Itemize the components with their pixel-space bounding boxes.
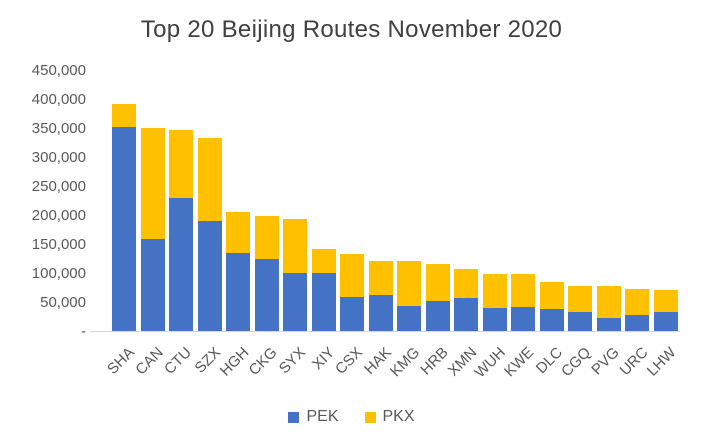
bar-segment-pkx-hak — [368, 260, 393, 295]
bar-segment-pkx-syx — [283, 219, 308, 274]
bar-segment-pkx-cgq — [568, 285, 593, 312]
bar-segment-pkx-dlc — [539, 281, 564, 309]
x-axis-tick-label: CSX — [332, 344, 367, 378]
y-axis-tick-label: 400,000 — [31, 90, 86, 108]
bar-segment-pkx-can — [140, 128, 165, 239]
bar-segment-pek-szx — [197, 221, 222, 331]
x-axis-tick-label: CTU — [161, 344, 196, 378]
bar-segment-pek-kmg — [397, 305, 422, 331]
bar-segment-pek-pvg — [596, 317, 621, 331]
legend: PEK PKX — [0, 408, 703, 426]
bar-segment-pek-can — [140, 238, 165, 331]
x-axis-tick-label: URC — [616, 344, 652, 380]
x-axis-tick-label: XIY — [308, 344, 338, 374]
bar-segment-pkx-hrb — [425, 263, 450, 302]
bar-segment-pek-hgh — [226, 252, 251, 331]
bar-segment-pek-ctu — [169, 197, 194, 331]
bar-segment-pek-csx — [340, 296, 365, 331]
legend-label-pek: PEK — [306, 408, 339, 425]
y-axis-tick-label: 450,000 — [31, 62, 86, 79]
x-axis-tick-label: LHW — [644, 344, 680, 380]
bar-segment-pek-sha — [112, 127, 137, 331]
bar-segment-pkx-hgh — [226, 212, 251, 253]
bar-segment-pek-wuh — [482, 308, 507, 331]
bar-segment-pek-xmn — [454, 298, 479, 331]
legend-swatch-pek-icon — [288, 411, 300, 423]
bar-segment-pkx-ctu — [169, 129, 194, 198]
bar-segment-pek-syx — [283, 273, 308, 331]
bar-segment-pek-urc — [625, 314, 650, 331]
y-axis-tick-label: 100,000 — [31, 264, 86, 282]
y-axis-tick-label: 200,000 — [31, 206, 86, 224]
x-axis-tick-label: SZX — [191, 344, 224, 377]
x-axis-tick-label: CGQ — [558, 344, 595, 381]
x-axis-tick-label: HAK — [360, 344, 395, 378]
bar-segment-pkx-xiy — [311, 248, 336, 274]
x-axis-tick-label: KWE — [501, 344, 538, 381]
x-axis-tick-label: CKG — [245, 344, 281, 380]
y-axis-tick-label: 300,000 — [31, 148, 86, 166]
x-axis-tick-label: CAN — [132, 344, 167, 379]
bar-segment-pek-hak — [368, 294, 393, 331]
bar-segment-pkx-csx — [340, 254, 365, 297]
bar-segment-pkx-pvg — [596, 286, 621, 318]
legend-label-pkx: PKX — [382, 408, 415, 425]
bar-segment-pkx-kwe — [511, 274, 536, 308]
y-axis-tick-label: 250,000 — [31, 177, 86, 195]
bar-segment-pek-xiy — [311, 273, 336, 331]
bar-segment-pkx-wuh — [482, 273, 507, 309]
bar-segment-pek-cgq — [568, 311, 593, 331]
bar-segment-pkx-kmg — [397, 260, 422, 306]
x-axis-tick-label: SYX — [276, 344, 310, 378]
x-axis-tick-label: XMN — [444, 344, 481, 380]
x-axis-tick-label: KMG — [387, 344, 424, 381]
bar-segment-pek-hrb — [425, 301, 450, 331]
legend-item-pkx: PKX — [364, 408, 415, 426]
y-axis-tick-label: - — [81, 322, 86, 340]
x-axis-tick-label: SHA — [104, 344, 139, 378]
bar-segment-pkx-xmn — [454, 269, 479, 298]
bar-segment-pkx-ckg — [254, 215, 279, 259]
legend-item-pek: PEK — [288, 408, 339, 426]
bar-segment-pkx-urc — [625, 288, 650, 315]
bar-segment-pkx-lhw — [653, 290, 678, 312]
y-axis-tick-label: 350,000 — [31, 119, 86, 137]
bar-segment-pek-dlc — [539, 309, 564, 331]
x-axis-tick-label: PVG — [588, 344, 623, 379]
x-axis-tick-label: WUH — [471, 344, 509, 382]
legend-swatch-pkx-icon — [364, 411, 376, 423]
y-axis-tick-label: 150,000 — [31, 235, 86, 253]
y-axis-tick-label: 50,000 — [40, 293, 86, 311]
x-axis-tick-label: HRB — [417, 344, 452, 379]
bar-segment-pkx-sha — [112, 104, 137, 128]
chart-title: Top 20 Beijing Routes November 2020 — [140, 16, 563, 43]
bar-segment-pek-lhw — [653, 311, 678, 331]
x-axis-tick-label: HGH — [216, 344, 253, 380]
bar-segment-pek-ckg — [254, 258, 279, 331]
x-axis-tick-label: DLC — [532, 344, 566, 378]
bar-segment-pek-kwe — [511, 307, 536, 331]
x-axis-line — [90, 331, 680, 332]
bar-segment-pkx-szx — [197, 137, 222, 221]
